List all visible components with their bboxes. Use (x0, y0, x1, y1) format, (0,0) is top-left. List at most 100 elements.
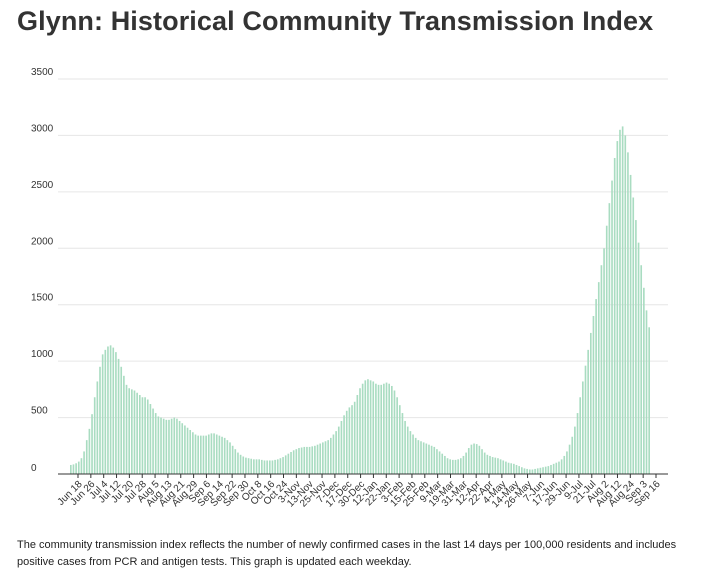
bar (444, 455, 446, 474)
bar (351, 405, 353, 474)
bar (637, 242, 640, 474)
bar (170, 418, 173, 474)
bar (510, 463, 513, 474)
bar (635, 220, 637, 474)
bar (115, 352, 117, 474)
y-axis-tick-labels: 0 500 1000 1500 2000 2500 3000 3500 (31, 67, 54, 474)
bar (242, 456, 245, 474)
bar (308, 446, 311, 474)
bar (584, 365, 587, 474)
bar (563, 455, 566, 474)
bar (146, 399, 149, 474)
bar (138, 395, 141, 474)
bar (189, 429, 192, 474)
bar (494, 457, 497, 474)
bar (176, 418, 178, 474)
bar (550, 464, 552, 474)
bar (109, 345, 112, 474)
bar (377, 384, 380, 474)
bar (186, 427, 189, 474)
bar (499, 459, 502, 474)
bar (314, 445, 316, 474)
bar (582, 381, 584, 474)
bar (271, 460, 274, 474)
bar (536, 468, 539, 474)
bar (276, 459, 279, 474)
bar (311, 446, 314, 474)
bar (274, 459, 276, 474)
bar (459, 458, 462, 474)
y-tick-label: 2000 (31, 236, 54, 247)
bar (576, 413, 579, 474)
bar (279, 458, 282, 474)
bar (353, 401, 356, 474)
bar (621, 126, 624, 475)
bar (446, 458, 449, 474)
bar (391, 385, 393, 474)
bar (120, 366, 123, 474)
bar (467, 448, 470, 474)
bar (165, 419, 168, 474)
bar (388, 383, 390, 474)
bar (523, 468, 526, 474)
bar (93, 397, 96, 474)
bar (149, 404, 152, 474)
bar (300, 447, 303, 474)
bar (507, 462, 510, 474)
bar (136, 392, 138, 474)
bar (319, 443, 322, 474)
y-tick-label: 1500 (31, 293, 54, 304)
bar (255, 459, 258, 474)
bar (253, 459, 255, 474)
bar (589, 332, 592, 474)
bar (526, 468, 528, 474)
bar (473, 443, 475, 474)
bar (438, 451, 441, 474)
bar (215, 434, 218, 474)
bar (205, 435, 207, 474)
bar (412, 434, 414, 474)
bar (207, 434, 210, 474)
bar (335, 431, 337, 474)
bar (258, 459, 260, 474)
bar (436, 449, 438, 474)
bar (587, 349, 589, 474)
bar (72, 464, 75, 474)
bar (420, 441, 422, 474)
bar (613, 158, 616, 474)
bar (340, 420, 343, 474)
bar (345, 410, 348, 474)
bar (194, 434, 197, 474)
bar (316, 444, 319, 474)
bar (200, 435, 202, 474)
bar (80, 458, 83, 474)
bar (600, 265, 603, 474)
bar (287, 453, 290, 474)
bar (449, 459, 452, 474)
bar (231, 445, 234, 474)
bar (367, 379, 369, 474)
bar (528, 469, 531, 474)
y-tick-label: 3500 (31, 67, 54, 78)
bar (213, 433, 215, 474)
bar (539, 467, 542, 474)
bar (332, 434, 335, 474)
bar (616, 141, 619, 474)
bar (422, 442, 425, 474)
bar (552, 463, 555, 474)
bar (70, 464, 72, 474)
bar (133, 390, 136, 474)
bar (266, 460, 268, 474)
bar (555, 462, 558, 474)
gridlines (58, 78, 668, 419)
bar (141, 397, 144, 474)
bar (462, 455, 465, 474)
bar (475, 444, 478, 474)
bar (168, 419, 170, 474)
bar (226, 440, 229, 474)
bar (401, 413, 404, 474)
bar (144, 397, 146, 474)
bar (571, 436, 574, 474)
